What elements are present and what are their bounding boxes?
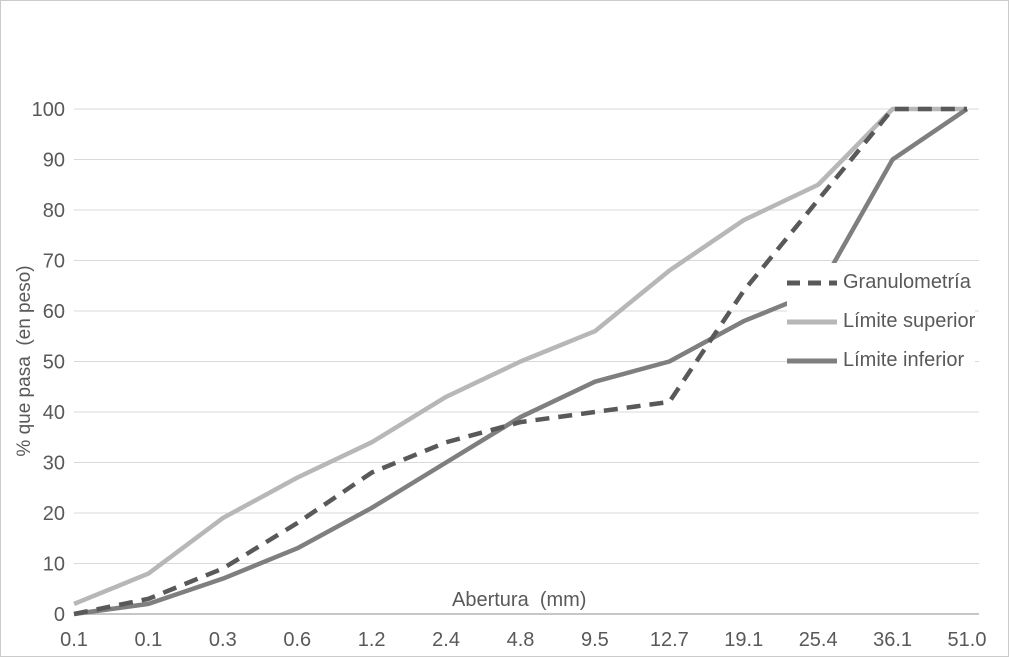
x-tick-label: 1.2 <box>358 629 386 651</box>
y-tick-label: 40 <box>43 402 65 424</box>
x-tick-label: 19.1 <box>724 629 763 651</box>
legend-label-limite-inferior: Límite inferior <box>843 349 965 371</box>
legend-label-granulometria: Granulometría <box>843 271 971 293</box>
legend: Granulometría Límite superior Límite inf… <box>787 263 976 380</box>
y-tick-label: 30 <box>43 453 65 475</box>
y-axis-title: % que pasa (en peso) <box>14 265 35 457</box>
y-tick-label: 50 <box>43 352 65 374</box>
x-tick-label: 0.3 <box>209 629 237 651</box>
y-tick-label: 100 <box>32 99 65 121</box>
light-line-sample-icon <box>787 319 837 324</box>
y-tick-label: 90 <box>43 150 65 172</box>
y-tick-label: 20 <box>43 503 65 525</box>
y-tick-label: 0 <box>54 604 65 626</box>
y-tick-label: 60 <box>43 301 65 323</box>
x-tick-label: 25.4 <box>799 629 838 651</box>
legend-item-granulometria: Granulometría <box>787 263 976 302</box>
legend-label-limite-superior: Límite superior <box>843 310 976 332</box>
x-tick-label: 0.1 <box>60 629 88 651</box>
x-tick-label: 51.0 <box>948 629 987 651</box>
series-line-granulometria <box>73 106 967 617</box>
legend-item-limite-inferior: Límite inferior <box>787 341 976 380</box>
x-tick-label: 36.1 <box>873 629 912 651</box>
legend-item-limite-superior: Límite superior <box>787 302 976 341</box>
x-tick-label: 2.4 <box>432 629 460 651</box>
y-tick-label: 70 <box>43 251 65 273</box>
x-axis-title: Abertura (mm) <box>444 589 595 612</box>
x-tick-label: 0.1 <box>135 629 163 651</box>
x-tick-label: 0.6 <box>283 629 311 651</box>
y-tick-label: 10 <box>43 554 65 576</box>
y-tick-label: 80 <box>43 200 65 222</box>
dashed-line-sample-icon <box>787 280 837 285</box>
dark-line-sample-icon <box>787 358 837 363</box>
series-line-limite-superior <box>73 106 967 606</box>
x-tick-label: 9.5 <box>581 629 609 651</box>
x-tick-label: 4.8 <box>507 629 535 651</box>
x-tick-label: 12.7 <box>650 629 689 651</box>
